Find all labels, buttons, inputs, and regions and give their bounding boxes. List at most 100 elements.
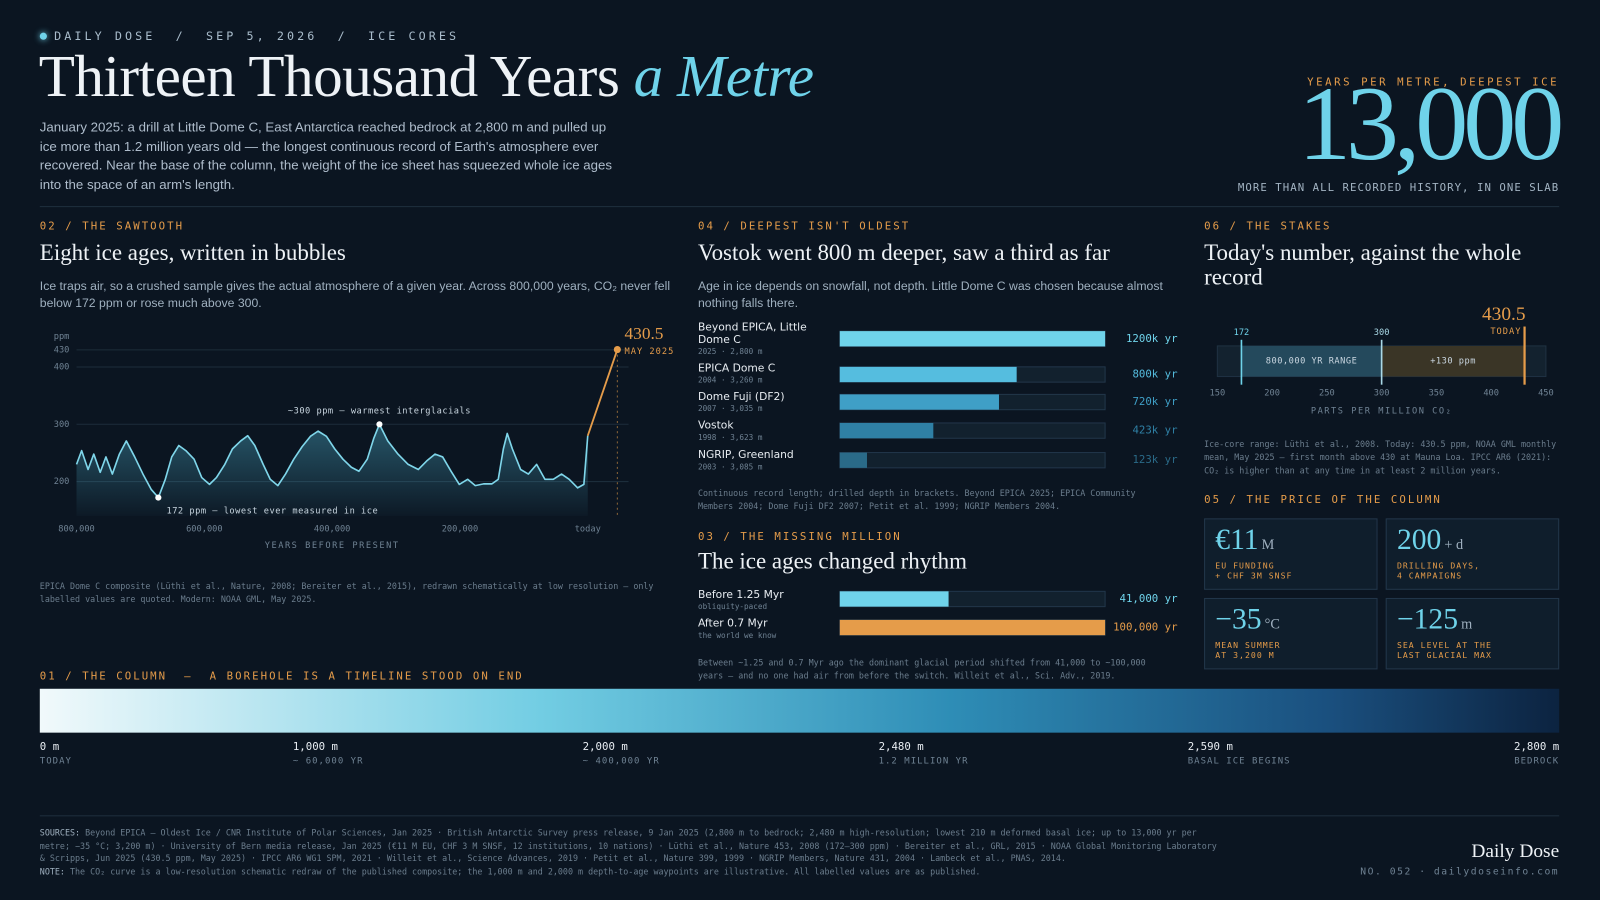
section-label: 06 / THE STAKES xyxy=(1204,220,1332,233)
bar xyxy=(839,394,999,410)
bar xyxy=(839,422,934,439)
section-body: Ice traps air, so a crushed sample gives… xyxy=(39,278,671,311)
stat-card: 200 + d DRILLING DAYS, 4 CAMPAIGNS xyxy=(1385,518,1560,590)
category: After 0.7 Myr xyxy=(697,617,768,630)
waypoint-depth: 2,480 m xyxy=(878,740,924,754)
card-number: €11 xyxy=(1215,523,1259,557)
stat-card: −35 °C MEAN SUMMER AT 3,200 M xyxy=(1204,597,1378,670)
card-number: −125 xyxy=(1396,603,1459,636)
band-label: 800,000 YR RANGE xyxy=(1266,357,1358,367)
bar-label: Beyond EPICA, Little Dome C 2025 · 2,800 … xyxy=(698,321,836,356)
waypoint: 2,480 m 1.2 MILLION YR xyxy=(879,741,969,767)
annotation-point xyxy=(376,421,383,428)
waypoint-age: TODAY xyxy=(39,756,72,767)
chart-note: EPICA Dome C composite (Lüthi et al., Na… xyxy=(39,580,654,605)
sources-label: SOURCES: xyxy=(39,827,81,838)
y-tick-label: 430 xyxy=(54,345,70,355)
y-tick-label: 300 xyxy=(54,420,70,430)
modern-value: 430.5 xyxy=(624,324,663,343)
sublabel: the world we know xyxy=(697,630,777,640)
category: Vostok xyxy=(697,419,734,432)
caption-line: 4 CAMPAIGNS xyxy=(1396,570,1463,581)
category: Beyond EPICA, Little Dome C xyxy=(697,321,807,346)
x-tick-label: 300 xyxy=(1374,388,1390,398)
waypoint-depth: 2,590 m xyxy=(1187,740,1233,754)
annotation: ~300 ppm — warmest interglacials xyxy=(288,407,471,417)
bar-label: EPICA Dome C 2004 · 3,260 m xyxy=(698,362,836,384)
x-tick-label: 200,000 xyxy=(442,525,478,535)
card-value: −125 m xyxy=(1397,603,1472,637)
marker-value: 430.5 xyxy=(1482,304,1526,325)
caption-line: AT 3,200 M xyxy=(1215,650,1275,660)
note-text: The CO₂ curve is a low-resolution schema… xyxy=(69,865,981,877)
sublabel: 2004 · 3,260 m xyxy=(697,375,763,385)
band-label: +130 ppm xyxy=(1430,357,1476,367)
card-caption: MEAN SUMMER AT 3,200 M xyxy=(1215,641,1280,660)
line xyxy=(75,423,589,499)
annotation: 172 ppm — lowest ever measured in ice xyxy=(166,506,378,516)
waypoint-age: BEDROCK xyxy=(1514,756,1560,767)
value-label: 41,000 yr xyxy=(1120,592,1179,605)
waypoint: 0 m TODAY xyxy=(40,741,72,767)
bar-track xyxy=(839,452,1106,469)
section-label: 02 / THE SAWTOOTH xyxy=(39,220,185,233)
bar-label: After 0.7 Myr the world we know xyxy=(698,617,836,639)
x-tick-label: 450 xyxy=(1538,388,1554,398)
chart-note: Continuous record length; drilled depth … xyxy=(697,487,1136,512)
section-heading: Today's number, against the whole record xyxy=(1204,239,1522,290)
waypoint: 2,000 m ~ 400,000 YR xyxy=(583,741,660,767)
waypoint: 2,590 m BASAL ICE BEGINS xyxy=(1188,741,1291,767)
x-tick-label: 400 xyxy=(1483,388,1499,398)
bar-label: Dome Fuji (DF2) 2007 · 3,035 m xyxy=(698,391,836,413)
y-tick-label: 400 xyxy=(54,363,70,373)
x-tick-label: 250 xyxy=(1319,388,1335,398)
card-unit: + d xyxy=(1444,537,1464,554)
card-value: 200 + d xyxy=(1397,523,1463,557)
x-tick-label: 150 xyxy=(1210,388,1226,398)
divider xyxy=(39,206,1560,208)
sources: SOURCES: Beyond EPICA — Oldest Ice / CNR… xyxy=(40,827,1224,878)
card-caption: SEA LEVEL AT THE LAST GLACIAL MAX xyxy=(1397,641,1492,660)
caption-line: + CHF 3M SNSF xyxy=(1215,570,1293,581)
card-unit: °C xyxy=(1264,617,1280,633)
range-band xyxy=(1241,345,1382,377)
sublabel: 2003 · 3,085 m xyxy=(697,462,763,472)
bar-label: Vostok 1998 · 3,623 m xyxy=(698,419,836,441)
card-caption: EU FUNDING + CHF 3M SNSF xyxy=(1215,561,1292,580)
caption-line: SEA LEVEL AT THE xyxy=(1396,640,1492,650)
section-heading: Eight ice ages, written in bubbles xyxy=(39,239,346,266)
modern-point xyxy=(613,345,621,354)
y-axis-label: ppm xyxy=(54,332,70,342)
card-caption: DRILLING DAYS, 4 CAMPAIGNS xyxy=(1397,561,1480,580)
x-tick-label: 800,000 xyxy=(58,525,94,535)
y-tick-label: 200 xyxy=(54,477,70,487)
note-label: NOTE: xyxy=(39,865,65,877)
modern-rise xyxy=(586,349,619,437)
divider xyxy=(39,815,1560,817)
marker-value: 300 xyxy=(1374,328,1390,338)
modern-date: MAY 2025 xyxy=(624,347,674,357)
bar-label: Before 1.25 Myr obliquity-paced xyxy=(698,589,836,611)
x-axis-label: PARTS PER MILLION CO₂ xyxy=(1311,407,1453,417)
column-gradient xyxy=(39,688,1560,733)
range-band xyxy=(1381,345,1525,377)
value-label: 100,000 yr xyxy=(1113,621,1178,634)
section-label: 05 / THE PRICE OF THE COLUMN xyxy=(1204,493,1442,507)
x-axis-label: YEARS BEFORE PRESENT xyxy=(265,541,400,551)
bar-label: NGRIP, Greenland 2003 · 3,085 m xyxy=(698,449,836,471)
stat-card: €11 M EU FUNDING + CHF 3M SNSF xyxy=(1204,518,1378,590)
category: NGRIP, Greenland xyxy=(697,448,794,462)
waypoint: 1,000 m ~ 60,000 YR xyxy=(293,741,364,767)
kicker-dot xyxy=(39,32,47,40)
bar xyxy=(839,366,1017,383)
title-accent: a Metre xyxy=(633,42,814,110)
issue: NO. 052 · dailydoseinfo.com xyxy=(1360,866,1560,878)
caption-line: DRILLING DAYS, xyxy=(1396,561,1481,571)
section-label: 03 / THE MISSING MILLION xyxy=(697,530,902,543)
waypoint-depth: 2,000 m xyxy=(582,740,628,754)
annotation-point xyxy=(155,494,162,501)
waypoint-age: ~ 400,000 YR xyxy=(582,756,660,767)
bar xyxy=(839,619,1106,636)
section-body: Age in ice depends on snowfall, not dept… xyxy=(697,278,1163,311)
